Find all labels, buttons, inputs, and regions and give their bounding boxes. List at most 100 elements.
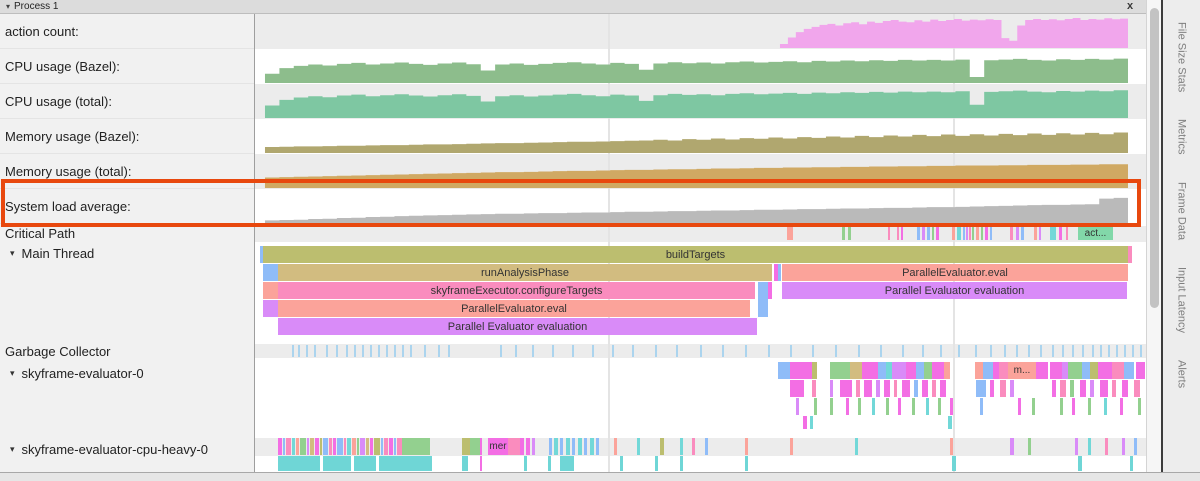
event-slice[interactable] — [1104, 398, 1107, 415]
event-slice[interactable] — [296, 438, 299, 455]
event-slice[interactable] — [462, 438, 470, 455]
event-slice[interactable] — [310, 438, 314, 455]
event-slice[interactable] — [366, 438, 369, 455]
event-slice[interactable] — [980, 398, 983, 415]
event-slice[interactable] — [848, 226, 851, 240]
gc-event-tick[interactable] — [314, 345, 316, 357]
gc-event-tick[interactable] — [336, 345, 338, 357]
event-slice[interactable] — [480, 456, 482, 471]
gc-event-tick[interactable] — [790, 345, 792, 357]
event-slice[interactable] — [990, 226, 992, 240]
event-slice[interactable] — [300, 438, 306, 455]
label-skyframe-evaluator-0[interactable]: ▾ skyframe-evaluator-0 — [10, 365, 144, 381]
gc-event-tick[interactable] — [346, 345, 348, 357]
event-slice[interactable] — [993, 362, 999, 379]
event-slice[interactable] — [337, 438, 343, 455]
gc-event-tick[interactable] — [632, 345, 634, 357]
gc-event-tick[interactable] — [1062, 345, 1064, 357]
tab-input-latency[interactable]: Input Latency — [1175, 266, 1188, 333]
gc-event-tick[interactable] — [354, 345, 356, 357]
event-slice[interactable] — [897, 226, 899, 240]
event-slice[interactable] — [787, 226, 793, 240]
gc-event-tick[interactable] — [722, 345, 724, 357]
event-slice-labeled[interactable]: buildTargets — [262, 246, 1128, 263]
gc-event-tick[interactable] — [532, 345, 534, 357]
event-slice[interactable] — [323, 438, 328, 455]
event-slice[interactable] — [790, 438, 793, 455]
event-slice[interactable] — [307, 438, 309, 455]
event-slice[interactable] — [864, 380, 872, 397]
event-slice[interactable] — [462, 456, 468, 471]
event-slice[interactable] — [894, 380, 897, 397]
event-slice[interactable] — [1122, 380, 1128, 397]
event-slice[interactable] — [596, 438, 599, 455]
event-slice[interactable] — [1052, 380, 1056, 397]
gc-event-tick[interactable] — [1100, 345, 1102, 357]
event-slice[interactable] — [692, 438, 695, 455]
event-slice[interactable] — [1032, 398, 1035, 415]
event-slice[interactable] — [315, 438, 319, 455]
gc-event-tick[interactable] — [297, 345, 300, 357]
event-slice[interactable] — [1138, 398, 1141, 415]
gc-event-tick[interactable] — [990, 345, 992, 357]
event-slice[interactable] — [812, 362, 817, 379]
event-slice[interactable] — [578, 438, 582, 455]
event-slice[interactable] — [329, 438, 332, 455]
event-slice[interactable] — [520, 438, 524, 455]
tab-file-size-stats[interactable]: File Size Stats — [1175, 22, 1188, 93]
event-slice[interactable] — [976, 226, 979, 240]
gc-event-tick[interactable] — [1082, 345, 1084, 357]
tab-frame-data[interactable]: Frame Data — [1175, 181, 1188, 240]
track-cpu-usage-total[interactable] — [255, 84, 1146, 119]
tab-metrics[interactable]: Metrics — [1175, 119, 1188, 155]
gc-event-tick[interactable] — [1040, 345, 1042, 357]
gc-event-tick[interactable] — [612, 345, 614, 357]
gc-event-tick[interactable] — [362, 345, 364, 357]
cpu-total-area-chart[interactable] — [255, 85, 1146, 118]
event-slice[interactable] — [901, 226, 903, 240]
label-main-thread[interactable]: ▾ Main Thread — [10, 245, 95, 261]
event-slice-labeled[interactable]: m... — [1008, 362, 1036, 379]
event-slice[interactable] — [940, 380, 946, 397]
track-memory-usage-bazel[interactable] — [255, 119, 1146, 154]
event-slice[interactable] — [862, 362, 878, 379]
event-slice[interactable] — [1072, 398, 1075, 415]
event-slice[interactable] — [1010, 226, 1013, 240]
event-slice[interactable] — [1010, 438, 1014, 455]
event-slice[interactable] — [1134, 438, 1137, 455]
event-slice[interactable] — [981, 226, 983, 240]
gc-event-tick[interactable] — [306, 345, 308, 357]
gc-event-tick[interactable] — [1116, 345, 1118, 357]
event-slice[interactable] — [927, 226, 930, 240]
event-slice-labeled[interactable]: skyframeExecutor.configureTargets — [278, 282, 755, 299]
event-slice[interactable] — [1080, 380, 1086, 397]
event-slice[interactable] — [1050, 226, 1056, 240]
event-slice-labeled[interactable]: ParallelEvaluator.eval — [782, 264, 1128, 281]
event-slice[interactable] — [1088, 398, 1091, 415]
event-slice[interactable] — [1018, 398, 1021, 415]
event-slice[interactable] — [480, 438, 482, 455]
event-slice[interactable] — [1122, 438, 1125, 455]
gc-event-tick[interactable] — [1140, 345, 1142, 357]
event-slice[interactable] — [810, 416, 813, 429]
event-slice[interactable] — [948, 416, 952, 429]
event-slice[interactable] — [1090, 362, 1098, 379]
event-slice[interactable] — [932, 380, 936, 397]
memory-total-area-chart[interactable] — [255, 155, 1146, 188]
event-slice[interactable] — [1078, 456, 1082, 471]
gc-event-tick[interactable] — [424, 345, 426, 357]
event-slice[interactable] — [886, 362, 892, 379]
event-slice[interactable] — [917, 226, 920, 240]
event-slice[interactable] — [1034, 226, 1037, 240]
event-slice[interactable] — [259, 246, 263, 263]
event-slice[interactable] — [286, 438, 291, 455]
event-slice[interactable] — [1098, 362, 1112, 379]
event-slice[interactable] — [842, 226, 845, 240]
event-slice[interactable] — [892, 362, 906, 379]
event-slice[interactable] — [963, 226, 965, 240]
event-slice[interactable] — [548, 438, 552, 455]
event-slice[interactable] — [381, 438, 383, 455]
gc-event-tick[interactable] — [378, 345, 380, 357]
event-slice[interactable] — [758, 282, 768, 317]
event-slice[interactable] — [901, 380, 910, 397]
